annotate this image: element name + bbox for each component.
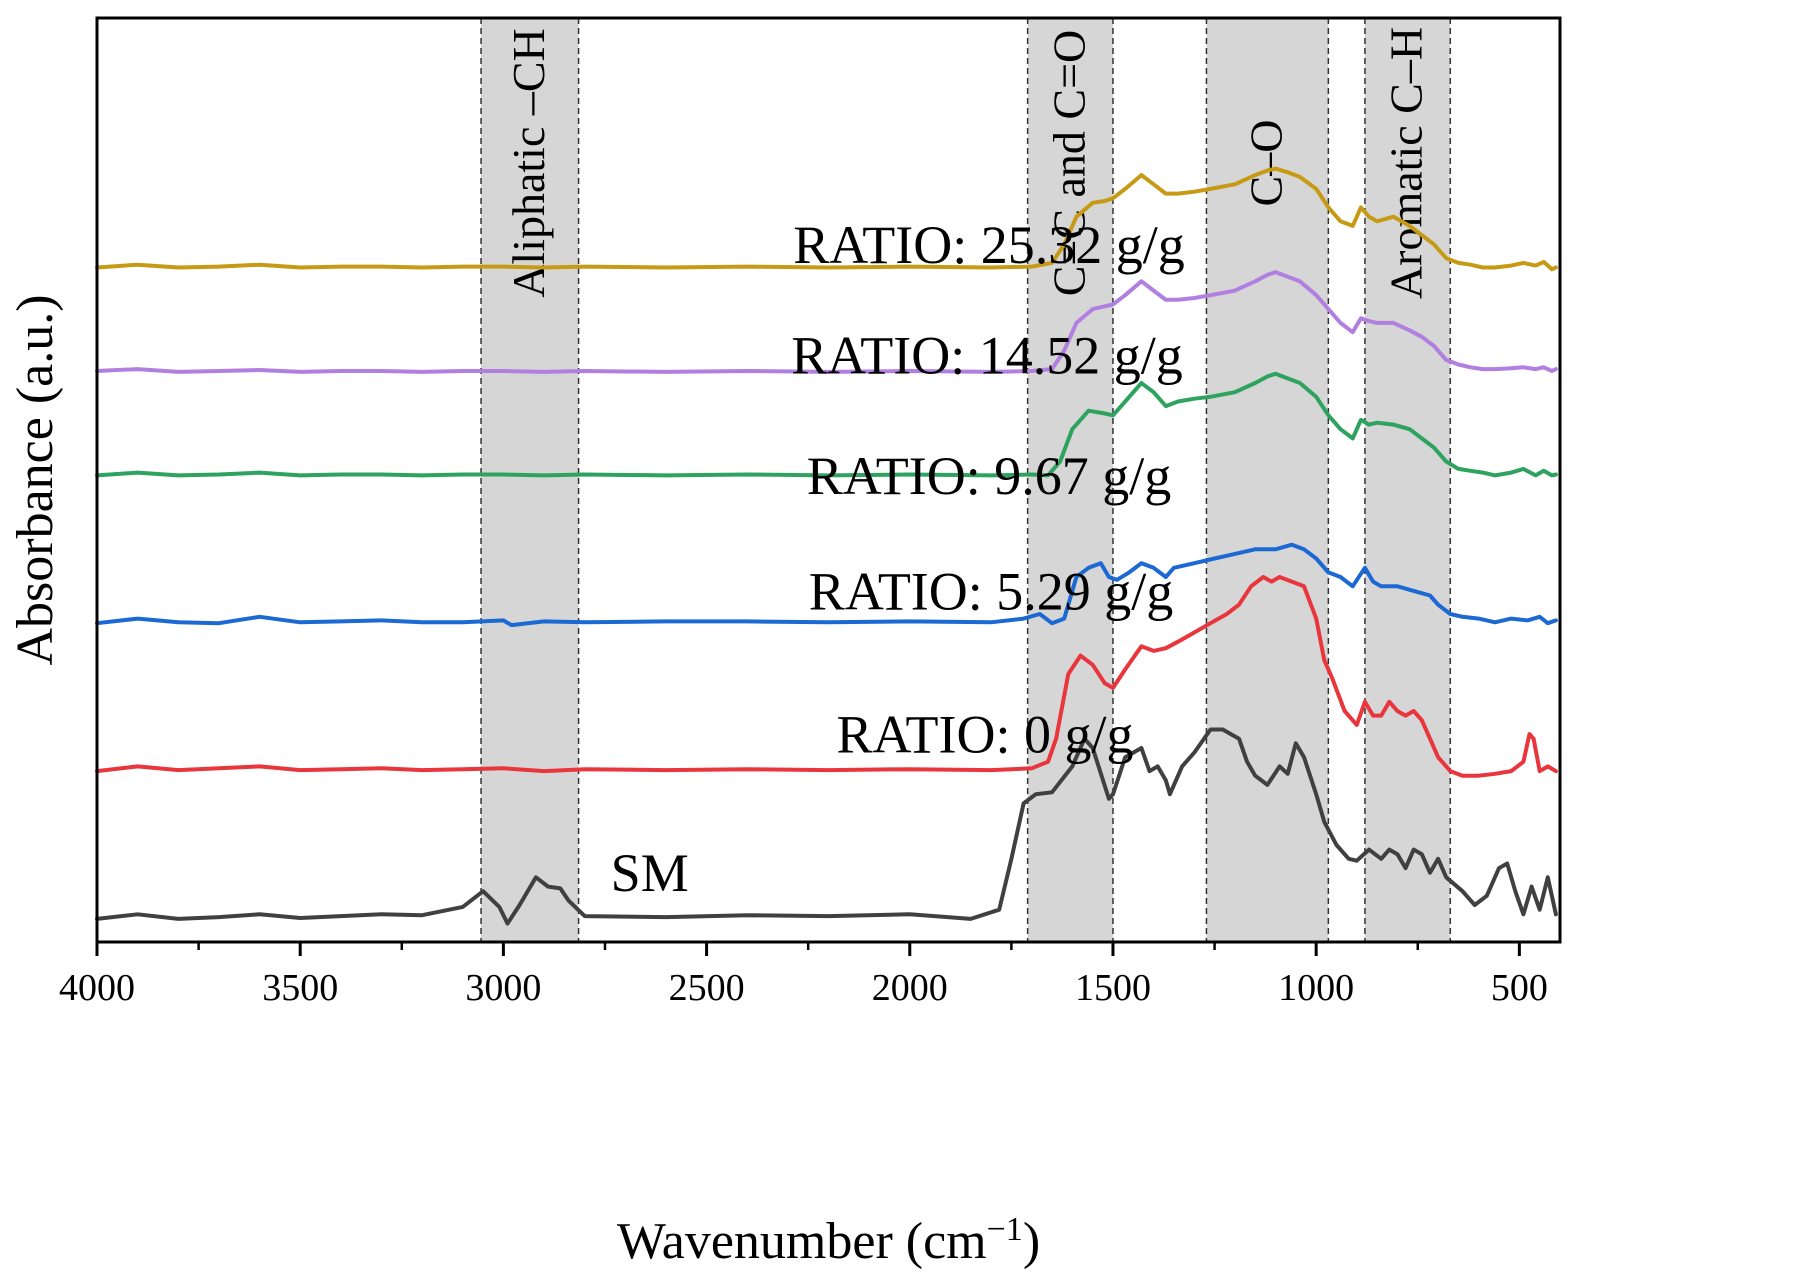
series-layer (95, 166, 1558, 926)
plot-frame (95, 16, 1562, 944)
x-tick-label-7: 500 (1491, 967, 1548, 1009)
series-label-1: RATIO: 0 g/g (836, 705, 1133, 765)
x-tick-label-3: 2500 (669, 967, 745, 1009)
x-tick-label-2: 3000 (465, 967, 541, 1009)
x-axis: 4000 3500 3000 2500 2000 1500 1000 500 (59, 942, 1548, 1009)
series-line-0 (95, 727, 1558, 926)
band-layer: Aliphatic –CH C=C and C=O C–O Aromatic C–H (480, 18, 1452, 942)
series-label-4: RATIO: 14.52 g/g (791, 326, 1183, 386)
series-label-0: SM (611, 843, 689, 903)
series-line-4 (95, 270, 1558, 374)
series-line-2 (95, 542, 1558, 628)
series-line-3 (95, 371, 1558, 478)
x-axis-title-superscript: −1 (987, 1211, 1023, 1248)
x-axis-title: Wavenumber (cm−1) (617, 1211, 1040, 1270)
x-tick-label-5: 1500 (1075, 967, 1151, 1009)
series-label-5: RATIO: 25.32 g/g (793, 215, 1185, 275)
series-label-3: RATIO: 9.67 g/g (807, 446, 1172, 506)
x-tick-label-0: 4000 (59, 967, 135, 1009)
series-line-5 (95, 166, 1558, 272)
band-1 (1027, 18, 1113, 942)
band-3 (1364, 18, 1451, 942)
y-axis-title: Absorbance (a.u.) (7, 294, 64, 665)
label-layer: SM RATIO: 0 g/g RATIO: 5.29 g/g RATIO: 9.67… (611, 215, 1185, 903)
band-label-0: Aliphatic –CH (503, 28, 554, 298)
x-tick-label-4: 2000 (872, 967, 948, 1009)
series-label-2: RATIO: 5.29 g/g (809, 561, 1174, 621)
x-tick-label-1: 3500 (262, 967, 338, 1009)
band-label-2: C–O (1240, 120, 1291, 207)
band-label-1: C=C and C=O (1043, 30, 1094, 297)
band-0 (481, 18, 579, 942)
band-label-3: Aromatic C–H (1381, 27, 1432, 299)
series-line-1 (95, 575, 1558, 778)
x-axis-title-close: ) (1023, 1213, 1040, 1270)
x-tick-label-6: 1000 (1278, 967, 1354, 1009)
x-axis-title-text: Wavenumber (cm (617, 1213, 987, 1270)
